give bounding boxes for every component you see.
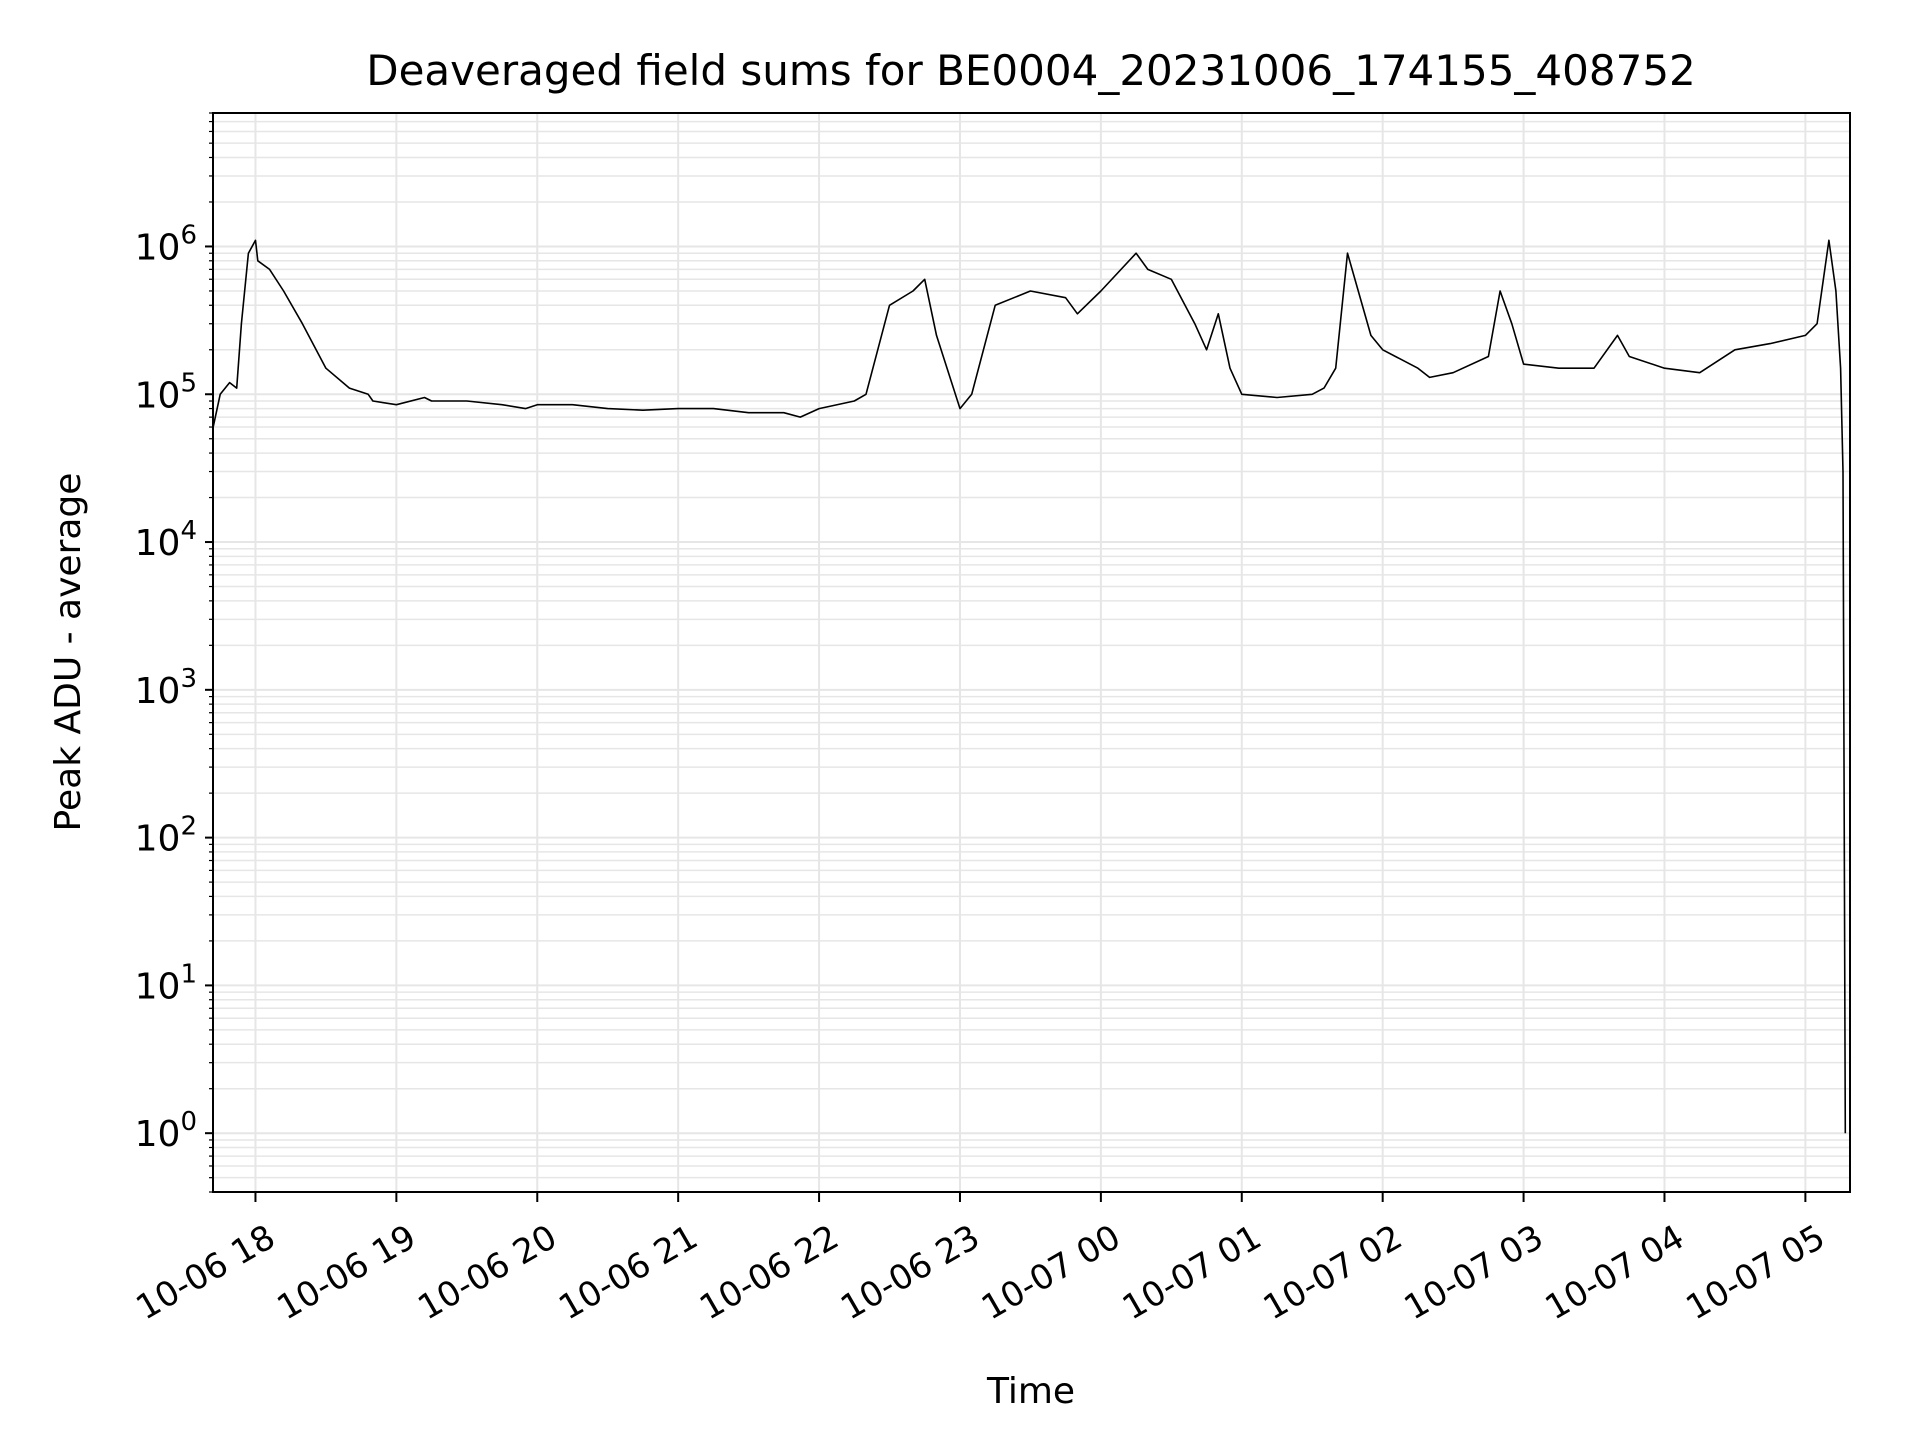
y-tick-label-exponent: 0 — [180, 1107, 197, 1137]
y-tick-label-base: 10 — [135, 375, 181, 416]
y-tick-label-base: 10 — [135, 819, 181, 860]
axis-ticks — [205, 112, 1807, 1202]
y-tick-label: 103 — [135, 664, 197, 712]
y-tick-label-base: 10 — [135, 227, 181, 268]
y-tick-label-exponent: 5 — [180, 368, 197, 398]
y-tick-label-exponent: 1 — [180, 959, 197, 989]
y-tick-label: 104 — [135, 516, 197, 564]
chart-title: Deaveraged field sums for BE0004_2023100… — [366, 46, 1696, 95]
grid-lines — [213, 112, 1850, 1193]
y-tick-label: 106 — [135, 220, 197, 268]
x-axis-label: Time — [986, 1371, 1075, 1412]
y-tick-label-exponent: 6 — [180, 220, 197, 250]
y-tick-label-exponent: 2 — [180, 812, 197, 842]
y-tick-label-base: 10 — [135, 523, 181, 564]
series-line — [212, 239, 1847, 1134]
y-tick-label-exponent: 4 — [180, 516, 197, 546]
y-tick-label-base: 10 — [135, 966, 181, 1007]
y-tick-label: 100 — [135, 1107, 197, 1155]
y-tick-label-exponent: 3 — [180, 664, 197, 694]
data-series — [212, 239, 1847, 1134]
plot-frame — [212, 112, 1851, 1193]
y-tick-label-base: 10 — [135, 1114, 181, 1155]
y-tick-label: 102 — [135, 812, 197, 860]
y-tick-label-base: 10 — [135, 671, 181, 712]
y-tick-label: 101 — [135, 959, 197, 1007]
y-axis-label: Peak ADU - average — [48, 473, 89, 832]
y-tick-label: 105 — [135, 368, 197, 416]
